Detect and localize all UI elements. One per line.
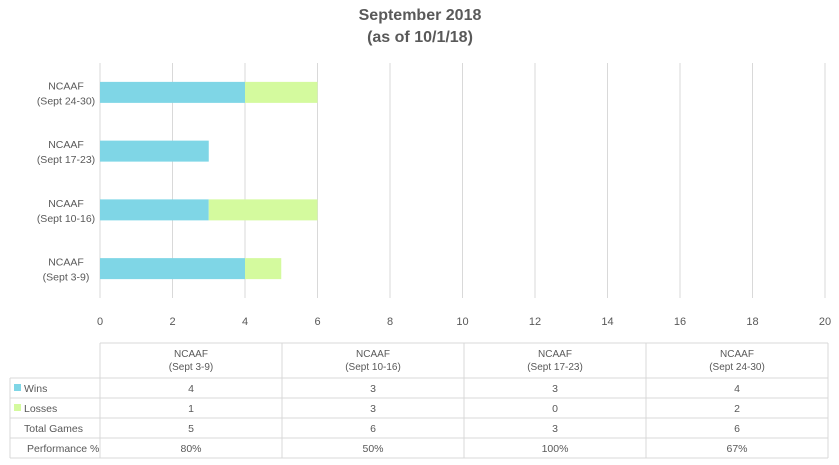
table-cell: 6 [370, 423, 376, 435]
y-category-label: NCAAF [48, 139, 84, 151]
x-tick-label: 18 [746, 316, 758, 328]
x-tick-label: 12 [529, 316, 541, 328]
table-cell: 80% [180, 443, 201, 455]
x-tick-label: 0 [97, 316, 103, 328]
table-cell: 3 [552, 423, 558, 435]
table-column-header: (Sept 24-30) [709, 362, 765, 373]
bar-losses [208, 199, 318, 221]
chart-title-line: (as of 10/1/18) [367, 29, 473, 46]
table-row-label: Total Games [24, 423, 83, 435]
y-category-label: NCAAF [48, 80, 84, 92]
x-tick-label: 20 [819, 316, 831, 328]
bar-losses [245, 258, 282, 280]
table-cell: 67% [726, 443, 747, 455]
table-cell: 4 [188, 383, 194, 395]
table-column-header: NCAAF [720, 349, 754, 360]
table-row-label: Performance % [27, 443, 99, 455]
table-cell: 100% [542, 443, 569, 455]
y-category-label: (Sept 24-30) [37, 95, 95, 107]
table-cell: 4 [734, 383, 740, 395]
bar-wins [100, 199, 209, 221]
x-tick-label: 8 [387, 316, 393, 328]
bar-wins [100, 140, 209, 162]
legend-key-wins [14, 384, 21, 391]
table-cell: 1 [188, 403, 194, 415]
table-column-header: (Sept 10-16) [345, 362, 401, 373]
chart-title-line: September 2018 [359, 7, 482, 24]
bar-wins [100, 258, 245, 280]
y-category-label: NCAAF [48, 257, 84, 269]
table-column-header: (Sept 3-9) [169, 362, 213, 373]
bar-losses [245, 81, 318, 103]
y-category-label: (Sept 3-9) [43, 272, 90, 284]
x-tick-label: 10 [456, 316, 468, 328]
x-tick-label: 2 [169, 316, 175, 328]
table-cell: 2 [734, 403, 740, 415]
table-cell: 6 [734, 423, 740, 435]
table-row-label: Wins [24, 383, 47, 395]
table-cell: 3 [370, 403, 376, 415]
x-tick-label: 4 [242, 316, 248, 328]
y-category-label: (Sept 10-16) [37, 213, 95, 225]
table-column-header: NCAAF [174, 349, 208, 360]
table-cell: 3 [552, 383, 558, 395]
table-cell: 0 [552, 403, 558, 415]
x-tick-label: 14 [601, 316, 613, 328]
table-cell: 5 [188, 423, 194, 435]
table-cell: 3 [370, 383, 376, 395]
table-column-header: (Sept 17-23) [527, 362, 583, 373]
y-category-label: (Sept 17-23) [37, 154, 95, 166]
bar-wins [100, 81, 245, 103]
table-row-label: Losses [24, 403, 57, 415]
table-cell: 50% [362, 443, 383, 455]
table-column-header: NCAAF [538, 349, 572, 360]
y-category-label: NCAAF [48, 198, 84, 210]
table-column-header: NCAAF [356, 349, 390, 360]
legend-key-losses [14, 404, 21, 411]
x-tick-label: 16 [674, 316, 686, 328]
x-tick-label: 6 [314, 316, 320, 328]
